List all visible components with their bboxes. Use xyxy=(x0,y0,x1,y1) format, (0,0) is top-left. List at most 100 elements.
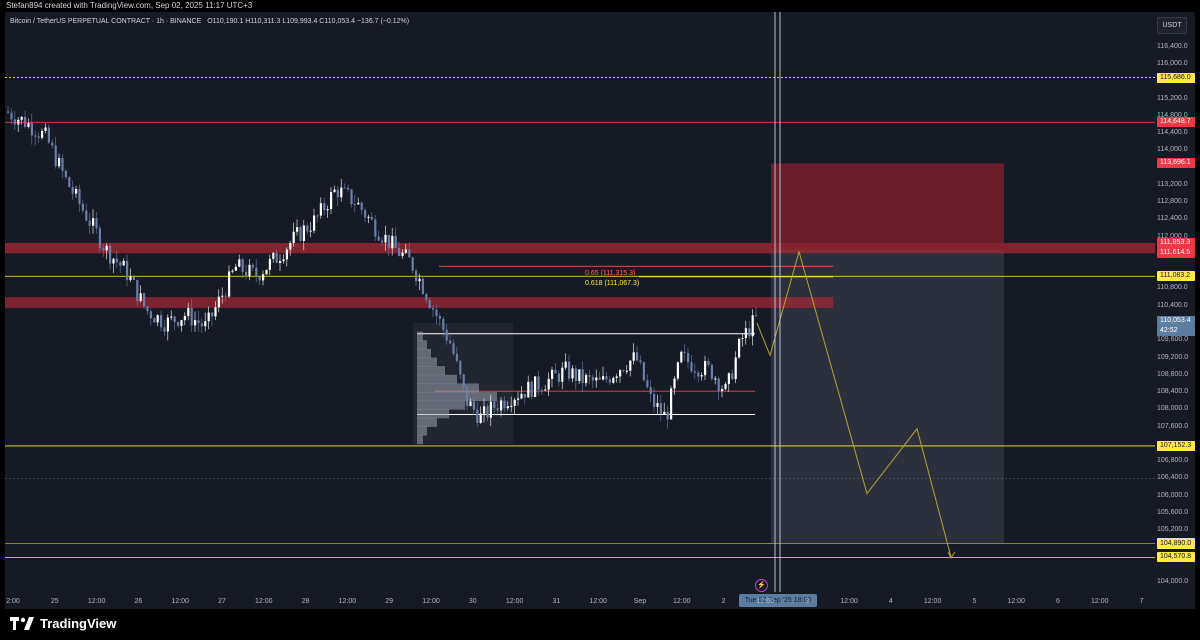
candle-body xyxy=(115,258,118,263)
candle-body xyxy=(173,316,176,323)
candle-body xyxy=(166,317,169,332)
price-tick-label: 116,400.0 xyxy=(1157,42,1188,50)
candle-body xyxy=(143,293,146,307)
volume-profile-bar xyxy=(417,357,437,367)
candle-body xyxy=(666,411,669,420)
chart-canvas[interactable] xyxy=(5,12,1195,609)
candle-body xyxy=(258,276,261,281)
candle-body xyxy=(119,262,122,266)
volume-profile-bar xyxy=(417,435,423,445)
volume-profile-bar xyxy=(417,409,449,419)
time-tick-label: 12:00 xyxy=(87,598,106,605)
candle-body xyxy=(554,369,557,374)
candle-body xyxy=(98,228,101,249)
candle-body xyxy=(445,329,448,341)
candle-body xyxy=(163,327,166,332)
candle-body xyxy=(629,360,632,371)
candle-body xyxy=(10,112,13,120)
candle-body xyxy=(585,375,588,384)
candle-body xyxy=(333,189,336,193)
candle-body xyxy=(316,215,319,217)
footer-bar: TradingView xyxy=(0,609,1200,640)
candle-body xyxy=(700,375,703,377)
candle-body xyxy=(680,351,683,363)
candle-body xyxy=(564,361,567,368)
candle-body xyxy=(200,323,203,327)
candle-body xyxy=(180,320,183,326)
candle-body xyxy=(197,320,200,324)
candle-body xyxy=(449,340,452,344)
candle-body xyxy=(748,328,751,337)
candle-body xyxy=(421,278,424,295)
candle-body xyxy=(619,370,622,377)
price-tick-label: 116,000.0 xyxy=(1157,60,1188,67)
candle-body xyxy=(248,264,251,277)
candle-body xyxy=(656,403,659,407)
candle-body xyxy=(262,274,265,281)
price-chart-pane[interactable]: Bitcoin / TetherUS PERPETUAL CONTRACT · … xyxy=(5,12,1195,609)
volume-profile-bar xyxy=(417,331,423,341)
projection-area xyxy=(771,249,1004,544)
candle-body xyxy=(309,230,312,232)
time-tick-label: 27 xyxy=(218,598,226,605)
candle-body xyxy=(211,312,214,317)
candle-body xyxy=(336,189,339,198)
candle-body xyxy=(7,111,10,113)
candle-body xyxy=(472,401,475,410)
candle-body xyxy=(313,215,316,231)
candle-body xyxy=(139,293,142,302)
candle-body xyxy=(755,315,758,317)
candle-body xyxy=(326,209,329,211)
candle-body xyxy=(649,387,652,394)
volume-profile-bar xyxy=(417,426,427,436)
time-tick-label: 25 xyxy=(50,598,59,605)
time-tick-label: 29 xyxy=(385,598,394,605)
candle-body xyxy=(61,157,64,171)
candle-body xyxy=(41,131,44,138)
time-tick-label: 30 xyxy=(468,598,477,605)
candle-body xyxy=(44,127,47,132)
currency-button[interactable]: USDT xyxy=(1157,17,1187,34)
price-level-label: 107,152.3 xyxy=(1157,440,1195,451)
candle-body xyxy=(642,362,645,381)
candle-body xyxy=(187,307,190,317)
candle-body xyxy=(398,247,401,256)
candle-body xyxy=(347,187,350,190)
candle-body xyxy=(693,371,696,373)
candle-body xyxy=(146,306,149,312)
projection-arrowhead xyxy=(947,551,956,559)
candle-body xyxy=(360,202,363,211)
price-level-label: 110,053.4 xyxy=(1157,315,1195,326)
candle-body xyxy=(721,389,724,392)
time-tick-label: 12:00 xyxy=(589,598,607,605)
candle-body xyxy=(639,360,642,363)
volume-profile-bar xyxy=(417,417,437,427)
candle-body xyxy=(612,377,615,383)
events-bolt-icon[interactable]: ⚡ xyxy=(755,579,768,592)
candle-body xyxy=(102,248,105,251)
candle-body xyxy=(513,399,516,406)
candle-body xyxy=(744,328,747,339)
candle-body xyxy=(296,227,299,232)
price-tick-label: 114,400.0 xyxy=(1157,129,1188,137)
price-level-label: 111,083.2 xyxy=(1157,271,1195,282)
candle-body xyxy=(27,122,30,127)
candle-body xyxy=(401,252,404,256)
candle-body xyxy=(370,216,373,220)
price-tick-label: 113,200.0 xyxy=(1157,180,1188,188)
candle-body xyxy=(88,220,91,226)
candle-body xyxy=(34,135,37,137)
candle-body xyxy=(51,142,54,146)
candle-body xyxy=(636,352,639,361)
price-tick-label: 108,400.0 xyxy=(1157,388,1189,396)
candle-body xyxy=(455,353,458,361)
candle-body xyxy=(469,401,472,407)
candle-body xyxy=(30,122,33,136)
candle-body xyxy=(503,400,506,409)
price-tick-label: 105,600.0 xyxy=(1157,508,1189,516)
candle-body xyxy=(571,368,574,379)
volume-profile-bar xyxy=(417,392,497,402)
time-tick-label: 28 xyxy=(301,598,310,605)
candle-body xyxy=(605,376,608,380)
